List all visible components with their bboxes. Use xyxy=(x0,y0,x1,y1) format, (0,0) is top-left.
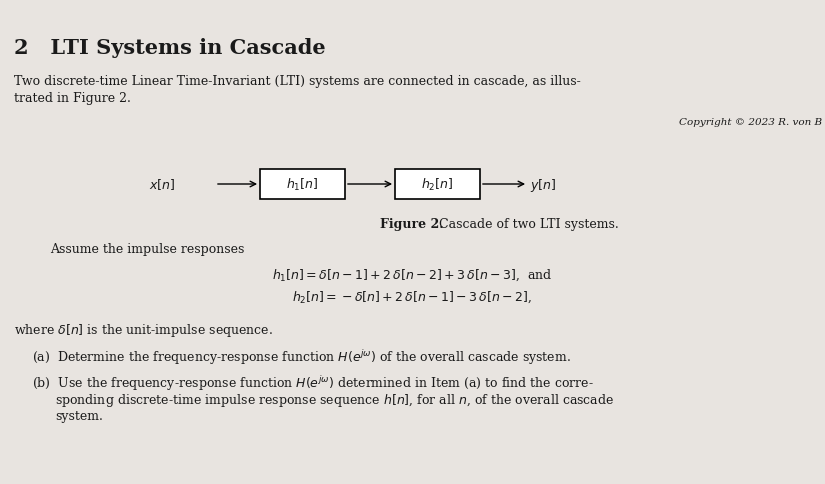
Text: system.: system. xyxy=(55,409,103,422)
Bar xyxy=(260,170,345,199)
Text: Copyright © 2023 R. von B: Copyright © 2023 R. von B xyxy=(679,118,822,127)
Text: where $\delta[n]$ is the unit-impulse sequence.: where $\delta[n]$ is the unit-impulse se… xyxy=(14,321,273,338)
Text: (b)  Use the frequency-response function $H(e^{j\omega})$ determined in Item (a): (b) Use the frequency-response function … xyxy=(32,373,594,392)
Text: $h_1[n] = \delta[n-1] + 2\,\delta[n-2] + 3\,\delta[n-3]$,  and: $h_1[n] = \delta[n-1] + 2\,\delta[n-2] +… xyxy=(271,268,552,283)
Bar xyxy=(395,170,480,199)
Text: $h_2[n] = -\delta[n] + 2\,\delta[n-1] - 3\,\delta[n-2]$,: $h_2[n] = -\delta[n] + 2\,\delta[n-1] - … xyxy=(292,289,532,305)
Text: $x[n]$: $x[n]$ xyxy=(148,177,175,192)
Text: 2   LTI Systems in Cascade: 2 LTI Systems in Cascade xyxy=(14,38,326,58)
Text: Assume the impulse responses: Assume the impulse responses xyxy=(50,242,244,256)
Text: $h_2[n]$: $h_2[n]$ xyxy=(422,177,454,193)
Text: sponding discrete-time impulse response sequence $h[n]$, for all $n$, of the ove: sponding discrete-time impulse response … xyxy=(55,391,614,408)
Text: $h_1[n]$: $h_1[n]$ xyxy=(286,177,318,193)
Text: Cascade of two LTI systems.: Cascade of two LTI systems. xyxy=(435,217,619,230)
Text: Two discrete-time Linear Time-Invariant (LTI) systems are connected in cascade, : Two discrete-time Linear Time-Invariant … xyxy=(14,75,581,88)
Text: Figure 2.: Figure 2. xyxy=(380,217,444,230)
Text: (a)  Determine the frequency-response function $H(e^{j\omega})$ of the overall c: (a) Determine the frequency-response fun… xyxy=(32,348,571,366)
Text: $y[n]$: $y[n]$ xyxy=(530,176,556,193)
Text: trated in Figure 2.: trated in Figure 2. xyxy=(14,92,131,105)
